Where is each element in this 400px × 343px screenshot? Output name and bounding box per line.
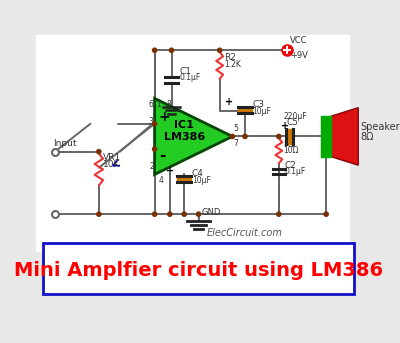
Text: LM386: LM386 [164, 132, 205, 142]
Text: +: + [225, 97, 233, 107]
Text: ElecCircuit.com: ElecCircuit.com [207, 228, 283, 238]
Bar [238, 107, 252, 113]
Text: R1: R1 [283, 140, 295, 149]
Text: C4: C4 [192, 169, 204, 178]
Text: -: - [159, 149, 165, 163]
Circle shape [218, 48, 222, 52]
Text: 10μF: 10μF [253, 107, 272, 116]
Text: Mini Amplfier circuit using LM386: Mini Amplfier circuit using LM386 [14, 261, 383, 280]
Text: 5: 5 [233, 124, 238, 133]
Circle shape [277, 134, 281, 139]
Text: 3: 3 [149, 117, 154, 126]
Text: 10K: 10K [103, 160, 120, 169]
Circle shape [168, 212, 172, 216]
Text: 2: 2 [149, 162, 154, 171]
Text: 0.1μF: 0.1μF [180, 73, 201, 82]
Circle shape [277, 212, 281, 216]
Circle shape [152, 212, 157, 216]
Text: 6: 6 [149, 100, 154, 109]
FancyBboxPatch shape [43, 243, 354, 294]
Text: VCC: VCC [290, 36, 307, 45]
Text: GND: GND [201, 208, 220, 217]
Text: Speaker: Speaker [361, 122, 400, 132]
Text: C1: C1 [180, 67, 192, 76]
Bar [36, 35, 349, 250]
Text: C3: C3 [253, 100, 265, 109]
Text: +9V: +9V [290, 51, 308, 60]
Polygon shape [155, 98, 232, 175]
Circle shape [152, 122, 157, 126]
Text: 8Ω: 8Ω [361, 132, 374, 142]
Circle shape [243, 134, 247, 139]
Text: 1.2K: 1.2K [224, 60, 241, 69]
Text: 1: 1 [156, 100, 161, 109]
Circle shape [97, 212, 101, 216]
Text: C5: C5 [286, 118, 298, 128]
Circle shape [152, 147, 157, 151]
Circle shape [196, 212, 201, 216]
Text: C2: C2 [285, 161, 297, 170]
Text: 10μF: 10μF [192, 176, 211, 185]
Text: R2: R2 [224, 54, 236, 62]
Circle shape [169, 48, 174, 52]
Circle shape [97, 150, 101, 154]
Text: 8: 8 [166, 100, 171, 109]
Text: 7: 7 [233, 139, 238, 148]
Bar [321, 116, 331, 157]
Text: 10Ω: 10Ω [283, 146, 298, 155]
Text: IC1: IC1 [174, 120, 194, 130]
Text: +: + [281, 121, 290, 131]
Circle shape [182, 212, 186, 216]
Polygon shape [331, 108, 358, 165]
Text: 0.1μF: 0.1μF [285, 167, 306, 176]
Text: +: + [166, 166, 174, 176]
Text: VR1: VR1 [103, 153, 121, 162]
Circle shape [324, 212, 328, 216]
Bar [178, 176, 191, 182]
Text: +: + [159, 110, 170, 124]
Circle shape [230, 134, 234, 139]
Text: 4: 4 [159, 176, 164, 185]
Text: 220μF: 220μF [284, 112, 308, 121]
Bar [286, 129, 293, 144]
Text: Input: Input [53, 139, 77, 148]
Circle shape [152, 48, 157, 52]
